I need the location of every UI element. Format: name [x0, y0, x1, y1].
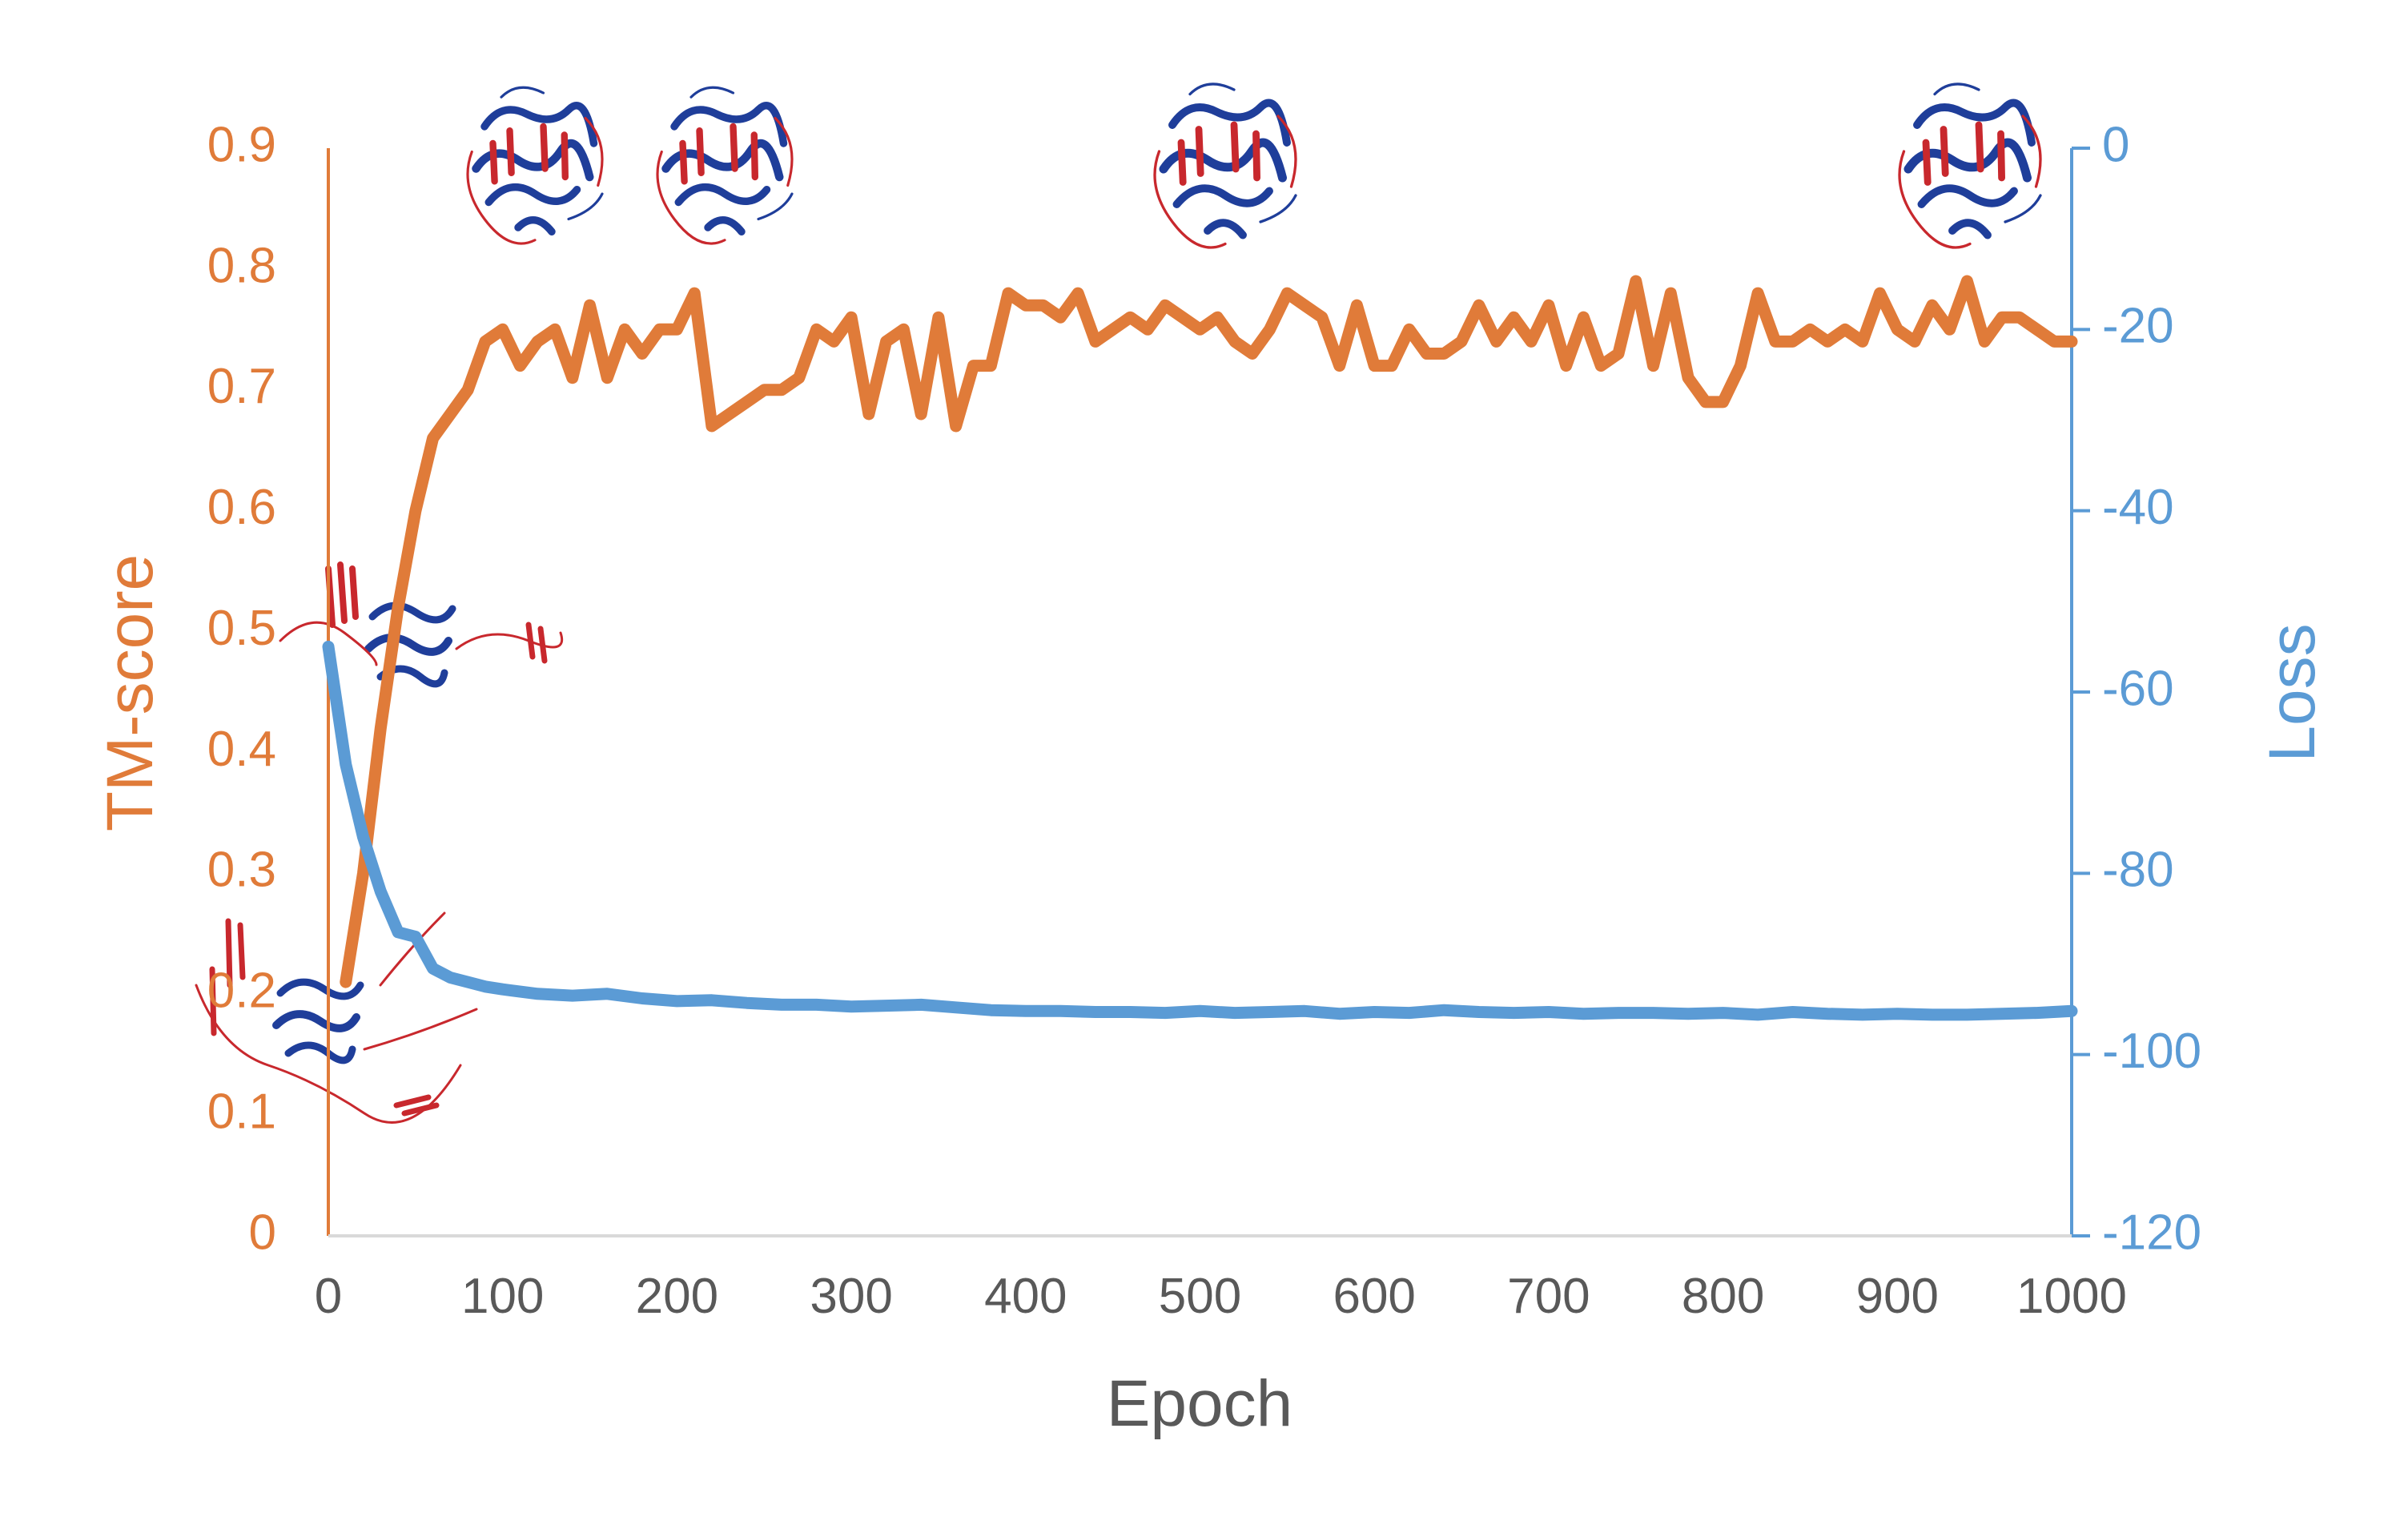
left-y-tick-label: 0.6 — [207, 480, 276, 535]
tm-score-line — [340, 275, 2078, 988]
x-tick-label: 0 — [315, 1269, 342, 1324]
protein-structure-epoch-500 — [1155, 84, 1296, 247]
left-y-tick-label: 0.7 — [207, 359, 276, 414]
right-y-tick-labels: 0 -20 -40 -60 -80 -100 -120 — [2072, 117, 2201, 1260]
x-tick-label: 100 — [461, 1269, 544, 1324]
x-tick-label: 800 — [1682, 1269, 1764, 1324]
left-y-tick-label: 0.2 — [207, 964, 276, 1019]
protein-structure-epoch-200 — [657, 87, 792, 243]
x-tick-labels: 0 100 200 300 400 500 600 700 800 900 1000 — [315, 1269, 2127, 1324]
left-y-tick-labels: 0 0.1 0.2 0.3 0.4 0.5 0.6 0.7 0.8 0.9 — [207, 117, 276, 1260]
protein-structure-images — [195, 84, 2040, 1124]
x-tick-label: 400 — [984, 1269, 1067, 1324]
x-tick-label: 1000 — [2016, 1269, 2127, 1324]
protein-structure-epoch-20 — [279, 561, 563, 684]
x-tick-label: 300 — [810, 1269, 892, 1324]
right-y-tick-label: -120 — [2102, 1205, 2201, 1260]
protein-structure-epoch-950 — [1899, 84, 2040, 247]
x-tick-label: 900 — [1856, 1269, 1939, 1324]
left-y-tick-label: 0.3 — [207, 843, 276, 898]
right-y-tick-label: -80 — [2102, 843, 2174, 898]
left-y-tick-label: 0.4 — [207, 722, 276, 777]
protein-structure-epoch-100 — [468, 87, 602, 243]
protein-structure-epoch-0 — [195, 911, 478, 1124]
right-y-tick-label: 0 — [2102, 117, 2129, 172]
left-y-tick-label: 0.8 — [207, 238, 276, 293]
right-y-tick-label: -60 — [2102, 661, 2174, 716]
right-y-tick-label: -100 — [2102, 1024, 2201, 1079]
right-y-axis-title: Loss — [2256, 623, 2329, 762]
left-y-tick-label: 0.9 — [207, 117, 276, 172]
left-y-axis-title: TM-score — [94, 554, 167, 831]
left-y-tick-label: 0 — [249, 1205, 276, 1260]
left-y-tick-label: 0.5 — [207, 601, 276, 656]
left-y-tick-label: 0.1 — [207, 1084, 276, 1139]
x-tick-label: 200 — [636, 1269, 718, 1324]
x-axis-title: Epoch — [1107, 1367, 1293, 1440]
x-tick-label: 500 — [1159, 1269, 1241, 1324]
series — [322, 275, 2078, 1021]
right-y-tick-label: -40 — [2102, 480, 2174, 535]
x-tick-label: 700 — [1507, 1269, 1590, 1324]
loss-line — [322, 640, 2078, 1021]
x-tick-label: 600 — [1333, 1269, 1415, 1324]
right-y-tick-label: -20 — [2102, 299, 2174, 354]
